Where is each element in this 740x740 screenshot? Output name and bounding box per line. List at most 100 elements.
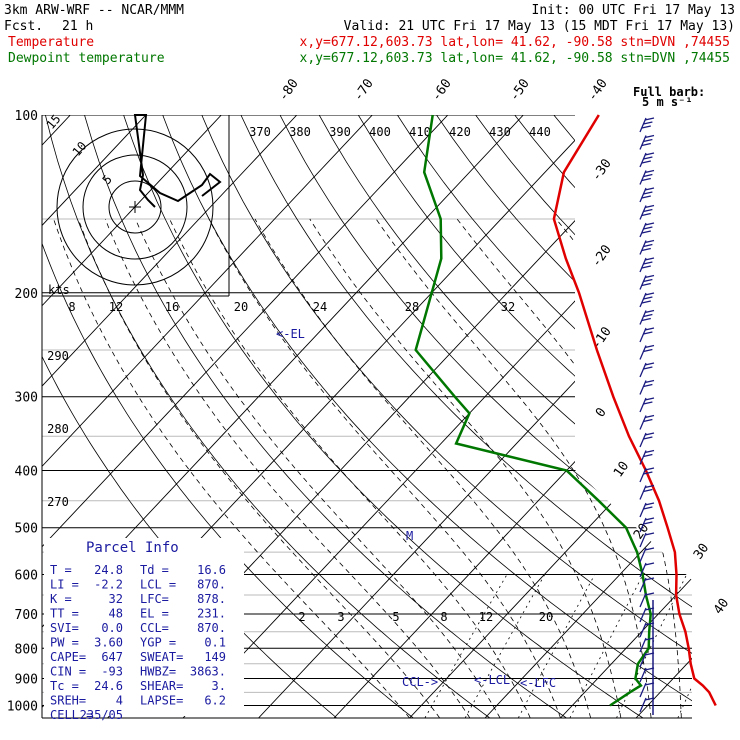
parcel-level-annotation: M [406, 529, 413, 543]
parcel-info-value: 647 [101, 650, 123, 664]
wind-barb-flag [644, 134, 655, 139]
wind-barb-staff [639, 117, 647, 133]
moist-adiabat [669, 218, 692, 718]
wind-scale-unit: 5 m s⁻¹ [642, 95, 693, 109]
parcel-info-key: SWEAT= [140, 650, 183, 664]
isotherm-line [42, 115, 298, 718]
temperature-top-label: -50 [507, 76, 533, 104]
theta-left-label: 280 [47, 422, 69, 436]
mixing-ratio-lower-label: 2 [298, 610, 305, 624]
wind-barb-flag [641, 317, 651, 322]
hodograph-ring [82, 154, 188, 260]
wind-barb-staff [639, 592, 647, 608]
parcel-level-annotation: <-EL [276, 327, 305, 341]
parcel-info-value: 3.60 [94, 636, 123, 650]
parcel-info-value: 24.8 [94, 563, 123, 577]
temperature-side-label: 10 [611, 459, 632, 480]
wind-barb-flag [644, 432, 655, 436]
isotherm-line [484, 115, 692, 718]
pressure-tick-label: 300 [15, 391, 38, 406]
mixing-ratio-upper-label: 20 [234, 300, 248, 314]
wind-barb-flag [643, 348, 653, 353]
wind-barb-flag [641, 300, 651, 304]
pressure-tick-label: 400 [15, 465, 38, 480]
wind-barb-flag [643, 226, 653, 230]
moist-adiabat [77, 218, 441, 718]
parcel-info-background [44, 538, 244, 716]
theta-top-label: 420 [449, 125, 471, 139]
wind-barb-staff [639, 170, 647, 185]
moist-adiabat [375, 218, 652, 718]
pressure-tick-label: 600 [15, 568, 38, 583]
wind-barb-flag [644, 274, 655, 279]
dry-adiabat [84, 115, 567, 718]
mixing-ratio-lower-label: 3 [337, 610, 344, 624]
parcel-info-key: LFC= [140, 592, 169, 606]
wind-barb-flag [643, 506, 653, 510]
mixing-ratio-line [569, 574, 644, 718]
isotherm-line [258, 115, 692, 718]
temperature-legend-label: Temperature [8, 35, 94, 50]
parcel-info-value: -2.2 [94, 578, 123, 592]
parcel-info-value: 16.6 [197, 563, 226, 577]
parcel-info-key: LAPSE= [140, 694, 183, 708]
temperature-top-label: -60 [429, 76, 455, 104]
moist-adiabat [309, 218, 622, 718]
model-title: 3km ARW-WRF -- NCAR/MMM [4, 3, 184, 18]
wind-barb-staff [639, 152, 647, 168]
parcel-info-key: LI = [50, 578, 79, 592]
wind-barb-flag [643, 313, 653, 318]
pressure-tick-label: 900 [15, 672, 38, 687]
parcel-info-value: 32 [109, 592, 123, 606]
mixing-ratio-upper-label: 32 [501, 300, 515, 314]
wind-barb-flag [644, 222, 655, 226]
theta-top-label: 400 [369, 125, 391, 139]
hodograph-ring-label: 5 [100, 172, 115, 187]
wind-barb-staff [639, 502, 647, 518]
theta-top-label: 410 [409, 125, 431, 139]
wind-barb-flag [644, 562, 655, 566]
isotherm-line [42, 115, 373, 718]
temperature-side-label: 20 [631, 521, 652, 542]
wind-barb-flag [643, 243, 653, 248]
wind-barb-staff [639, 697, 647, 713]
wind-barb-staff [639, 532, 647, 548]
wind-barb-flag [643, 436, 653, 440]
wind-barb-flag [644, 257, 655, 261]
isotherm-line [42, 115, 222, 718]
pressure-tick-label: 100 [15, 109, 38, 124]
parcel-info-value: 870. [197, 578, 226, 592]
mixing-ratio-upper-label: 28 [405, 300, 419, 314]
wind-barb-flag [644, 309, 655, 314]
dry-adiabat [45, 115, 491, 718]
mixing-ratio-upper-label: 12 [109, 300, 123, 314]
hodograph-ring-label: 10 [70, 139, 90, 159]
theta-top-label: 370 [249, 125, 271, 139]
wind-barb-flag [641, 212, 651, 217]
wind-barb-flag [644, 362, 655, 366]
wind-barb-flag [644, 414, 655, 419]
wind-barb-staff [639, 240, 647, 255]
parcel-info-key: CCL= [140, 621, 169, 635]
wind-barb-flag [644, 577, 655, 581]
wind-barb-staff [639, 467, 647, 483]
wind-barb-flag [643, 488, 653, 493]
wind-barb-staff [639, 205, 647, 220]
wind-barb-staff [639, 327, 647, 343]
parcel-info-key: CELL = [50, 708, 93, 722]
wind-barb-flag [644, 204, 655, 209]
wind-barb-flag [641, 282, 651, 287]
wind-barb-flag [641, 195, 651, 199]
mixing-ratio-lower-label: 5 [392, 610, 399, 624]
temperature-top-label: -80 [276, 76, 302, 104]
temperature-legend-info: x,y=677.12,603.73 lat,lon= 41.62, -90.58… [300, 35, 730, 50]
wind-barb-flag [643, 331, 653, 335]
theta-top-label: 390 [329, 125, 351, 139]
pressure-tick-label: 700 [15, 608, 38, 623]
temperature-side-label: -30 [589, 156, 615, 184]
wind-barb-flag [644, 547, 655, 551]
parcel-info-panel: Parcel Info T = 24.8 Td = 16.6 LI = -2.2 LCL =… [50, 540, 226, 722]
wind-barb-flag [643, 138, 653, 143]
